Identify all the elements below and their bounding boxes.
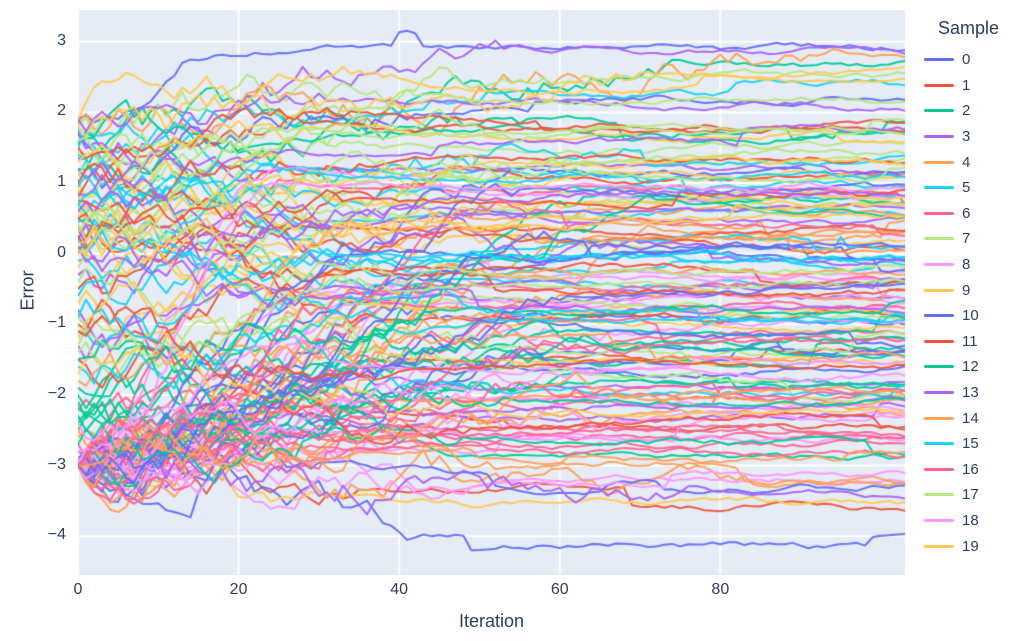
legend-item-label: 16: [962, 460, 979, 478]
legend-swatch-line: [924, 160, 954, 164]
legend-swatch-line: [924, 518, 954, 522]
legend-item-sample-9[interactable]: 9: [924, 277, 1022, 303]
legend-item-sample-4[interactable]: 4: [924, 149, 1022, 175]
legend-item-label: 0: [962, 51, 971, 69]
legend-swatch-line: [924, 442, 954, 446]
legend-item-label: 18: [962, 511, 979, 529]
legend-item-sample-15[interactable]: 15: [924, 431, 1022, 457]
legend-swatch-line: [924, 339, 954, 343]
legend-swatch-line: [924, 186, 954, 190]
y-axis-title: Error: [17, 270, 38, 311]
legend-swatch-line: [924, 83, 954, 87]
y-tick-label: 3: [57, 31, 66, 49]
legend-item-sample-16[interactable]: 16: [924, 457, 1022, 483]
legend-swatch-line: [924, 288, 954, 292]
y-tick-label: 0: [57, 243, 66, 261]
y-tick-label: −4: [47, 526, 66, 544]
legend-item-sample-7[interactable]: 7: [924, 226, 1022, 252]
x-tick-label: 80: [711, 581, 730, 598]
legend-item-label: 4: [962, 153, 971, 171]
legend-item-sample-8[interactable]: 8: [924, 252, 1022, 278]
legend-item-sample-11[interactable]: 11: [924, 329, 1022, 355]
legend-item-sample-3[interactable]: 3: [924, 124, 1022, 150]
y-tick-label: −1: [47, 314, 66, 332]
legend-item-label: 3: [962, 128, 971, 146]
x-tick-label: 0: [73, 581, 83, 598]
legend-swatch-line: [924, 58, 954, 62]
legend-item-sample-0[interactable]: 0: [924, 47, 1022, 73]
legend-item-sample-12[interactable]: 12: [924, 354, 1022, 380]
legend-item-sample-5[interactable]: 5: [924, 175, 1022, 201]
x-tick-label: 40: [390, 581, 409, 598]
legend-item-label: 15: [962, 435, 979, 453]
legend-item-sample-18[interactable]: 18: [924, 508, 1022, 534]
legend-items: 0 1 2 3 4 5 6 7 8 9 10 11 12 13 14 15 16 17 18 19: [924, 47, 1022, 559]
legend-item-label: 2: [962, 102, 971, 120]
y-tick-label: −3: [47, 455, 66, 473]
legend-item-label: 1: [962, 76, 971, 94]
legend-item-label: 10: [962, 307, 979, 325]
x-tick-label: 60: [550, 581, 569, 598]
y-tick-label: 2: [57, 102, 66, 120]
legend-item-sample-6[interactable]: 6: [924, 201, 1022, 227]
legend-swatch-line: [924, 314, 954, 318]
legend-item-label: 12: [962, 358, 979, 376]
legend-title: Sample: [938, 18, 1000, 38]
legend-swatch-line: [924, 544, 954, 548]
legend-swatch-line: [924, 237, 954, 241]
legend-swatch-line: [924, 467, 954, 471]
legend-item-sample-14[interactable]: 14: [924, 405, 1022, 431]
legend-item-sample-1[interactable]: 1: [924, 73, 1022, 99]
legend-item-sample-19[interactable]: 19: [924, 533, 1022, 559]
legend-swatch-line: [924, 493, 954, 497]
y-tick-label: 1: [57, 173, 66, 191]
legend-swatch-line: [924, 365, 954, 369]
y-tick-label: −2: [47, 384, 66, 402]
legend-item-sample-10[interactable]: 10: [924, 303, 1022, 329]
legend-item-label: 14: [962, 409, 979, 427]
legend-item-sample-13[interactable]: 13: [924, 380, 1022, 406]
legend: Sample 0 1 2 3 4 5 6 7 8 9 10 11 12 13 14 15 16 17 18 19: [924, 18, 1022, 559]
legend-item-label: 13: [962, 384, 979, 402]
legend-item-sample-2[interactable]: 2: [924, 98, 1022, 124]
legend-item-label: 17: [962, 486, 979, 504]
legend-item-label: 8: [962, 256, 971, 274]
x-axis-title: Iteration: [458, 611, 525, 631]
legend-item-label: 9: [962, 281, 971, 299]
legend-swatch-line: [924, 109, 954, 113]
legend-item-label: 11: [962, 332, 978, 350]
legend-item-label: 7: [962, 230, 971, 248]
legend-item-label: 6: [962, 204, 971, 222]
legend-item-label: 5: [962, 179, 971, 197]
legend-item-sample-17[interactable]: 17: [924, 482, 1022, 508]
legend-swatch-line: [924, 263, 954, 267]
legend-item-label: 19: [962, 537, 979, 555]
x-tick-label: 20: [229, 581, 248, 598]
legend-swatch-line: [924, 416, 954, 420]
legend-swatch-line: [924, 211, 954, 215]
plot-canvas[interactable]: [78, 10, 905, 575]
legend-swatch-line: [924, 391, 954, 395]
legend-swatch-line: [924, 135, 954, 139]
plot-area: [78, 10, 905, 575]
